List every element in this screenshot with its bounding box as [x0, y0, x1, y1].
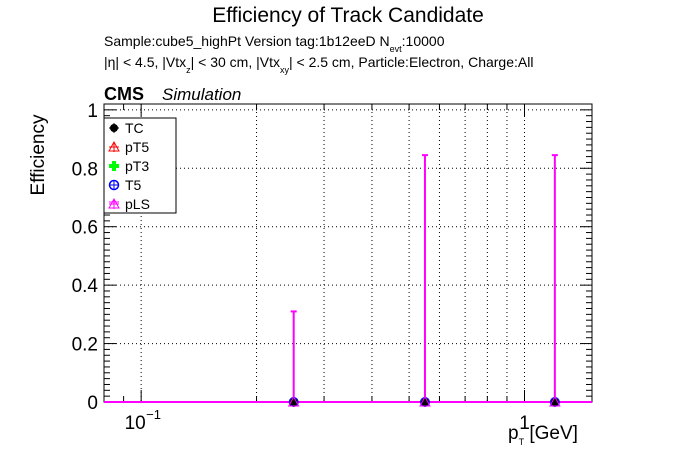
y-tick-label: 0.8	[72, 159, 98, 180]
legend-label: pT5	[125, 139, 149, 155]
y-tick-label: 1	[87, 101, 98, 122]
sample-subscript: evt	[389, 44, 402, 54]
x-axis-label-unit: [GeV]	[524, 423, 578, 444]
sample-text: Sample:cube5_highPt Version tag:1b12eeD …	[104, 33, 390, 49]
legend-marker	[108, 140, 120, 152]
x-tick-label-one: 1	[519, 413, 530, 434]
legend-label: pLS	[125, 196, 150, 212]
legend-label: T5	[125, 177, 142, 193]
x-axis-label-main: p	[508, 423, 519, 444]
legend-marker	[108, 179, 120, 191]
sample-tail: :10000	[401, 33, 445, 49]
cms-label: CMS	[104, 84, 144, 104]
x-tick-label-tenth-exponent: −1	[146, 407, 161, 422]
data-point-pls	[287, 395, 300, 407]
data-point-pls	[549, 395, 561, 407]
x-tick-label-tenth: 10	[125, 413, 146, 434]
plot-frame	[103, 103, 593, 403]
legend-marker	[109, 161, 119, 171]
y-tick-label: 0.4	[72, 276, 99, 297]
cuts-sub-z: z	[186, 65, 191, 75]
legend-label: pT3	[125, 158, 149, 174]
legend-label: TC	[125, 120, 144, 136]
y-tick-label: 0.2	[72, 335, 98, 356]
x-axis-label-sub: T	[518, 437, 525, 447]
simulation-label: Simulation	[162, 85, 242, 104]
chart-title: Efficiency of Track Candidate	[212, 4, 484, 27]
data-point-pls	[419, 395, 431, 407]
y-tick-label: 0	[87, 393, 98, 414]
legend-marker	[110, 124, 118, 132]
cuts-text-b: | < 30 cm, |Vtx	[190, 54, 280, 70]
cuts-sub-xy: xy	[279, 65, 289, 75]
sample-info: Sample:cube5_highPt Version tag:1b12eeD …	[104, 33, 445, 54]
y-tick-label: 0.6	[72, 218, 98, 239]
x-axis-label: pT [GeV]	[508, 423, 578, 447]
cuts-text-c: | < 2.5 cm, Particle:Electron, Charge:Al…	[288, 54, 534, 70]
legend-marker	[108, 197, 120, 209]
cuts-info: |η| < 4.5, |Vtxz| < 30 cm, |Vtxxy| < 2.5…	[104, 54, 534, 75]
cuts-text-a: |η| < 4.5, |Vtx	[104, 54, 187, 70]
